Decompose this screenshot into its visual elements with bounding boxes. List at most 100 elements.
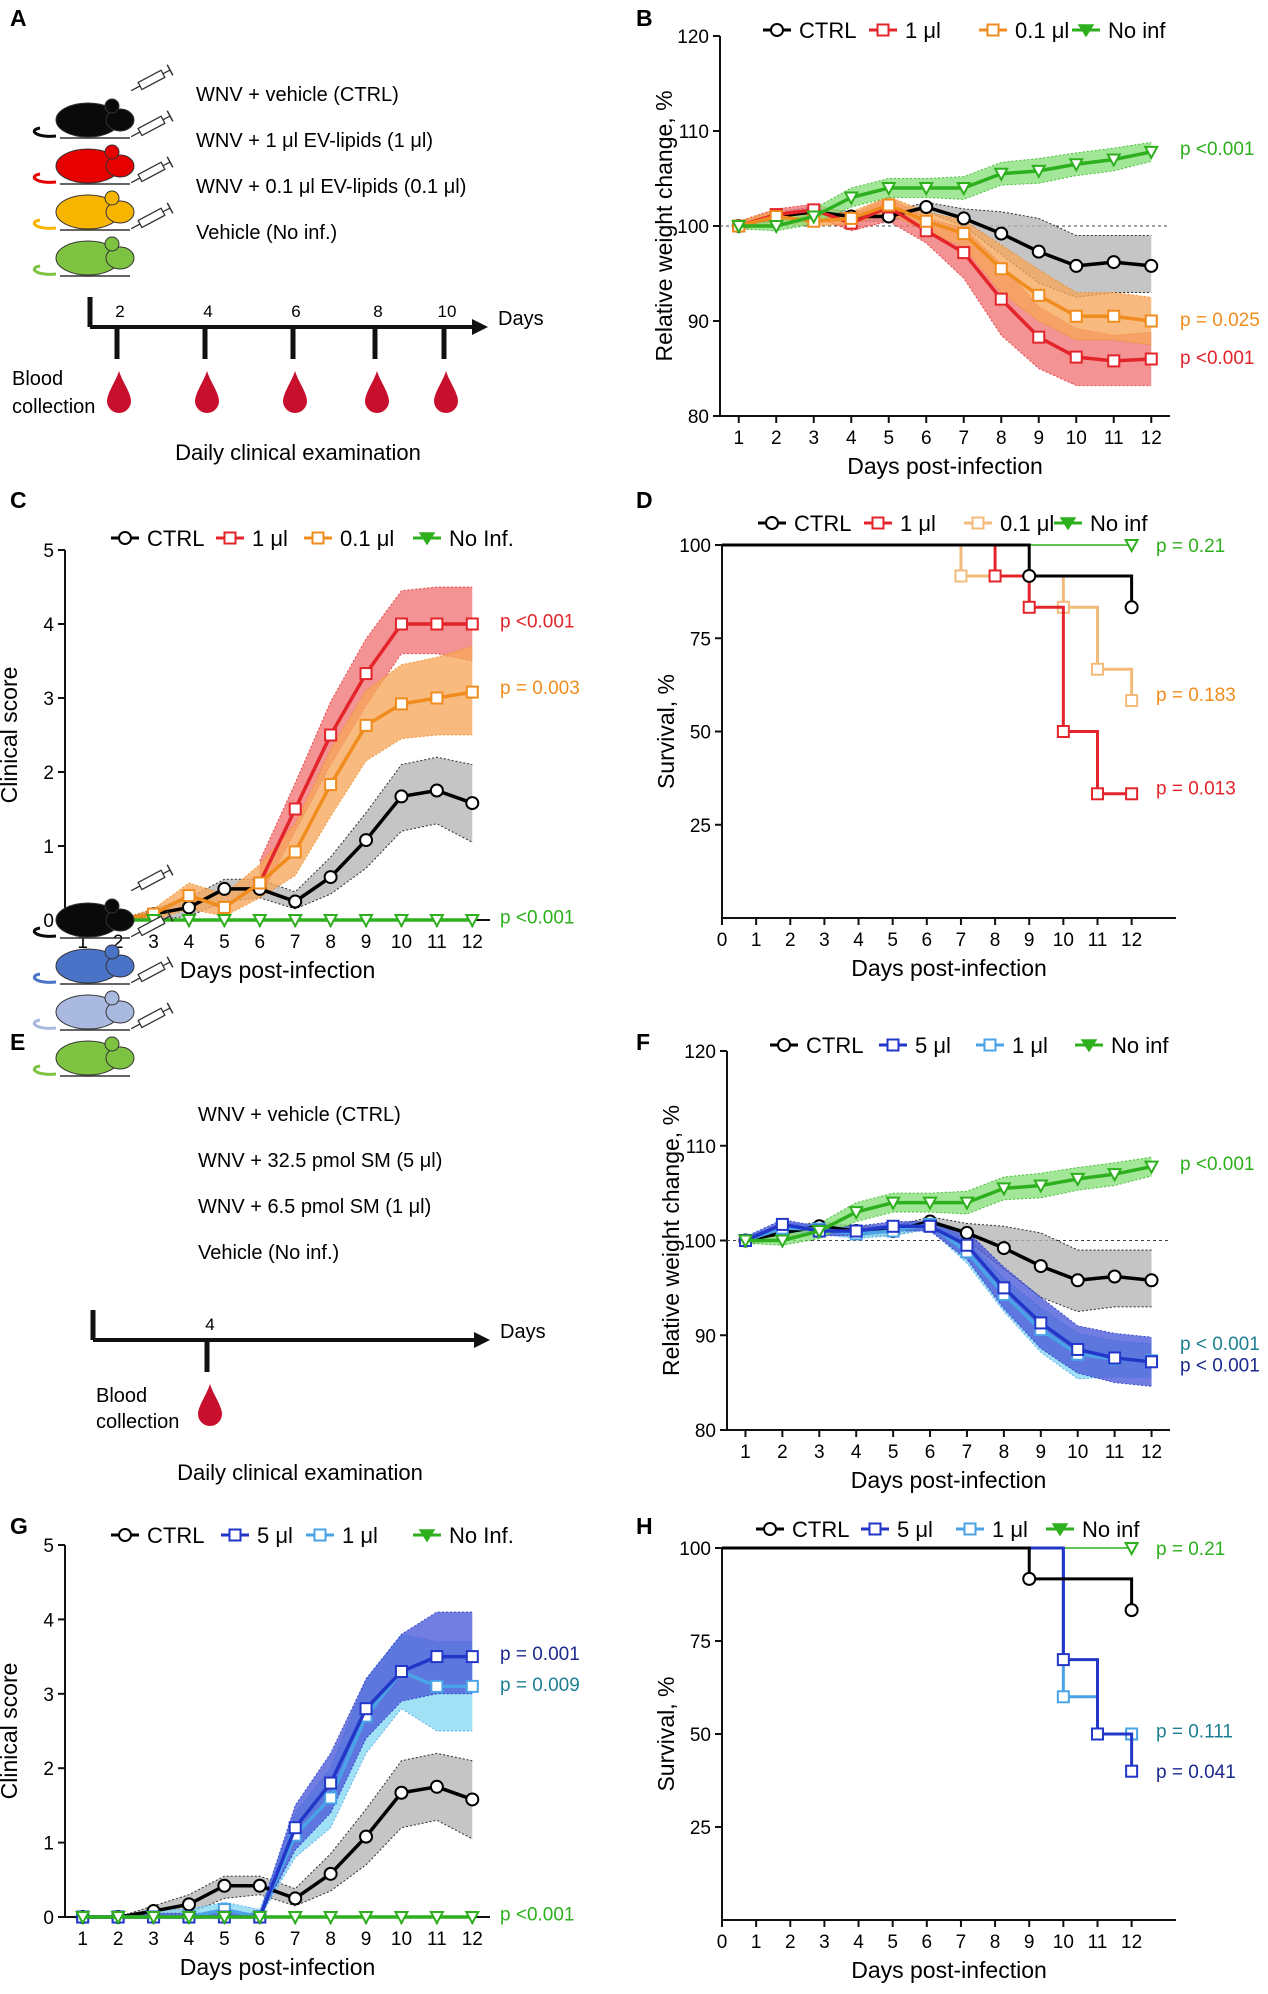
panel-label: F: [636, 1029, 650, 1055]
x-tick-label: 1: [77, 932, 88, 953]
legend-label: 0.1 μl: [1015, 18, 1069, 43]
y-tick-label: 80: [688, 407, 709, 428]
x-tick-label: 2: [113, 1929, 124, 1950]
censor-marker: [1125, 694, 1139, 708]
y-tick-label: 4: [43, 1610, 54, 1631]
data-point: [886, 1219, 900, 1233]
data-point: [359, 833, 374, 848]
x-tick-label: 10: [1053, 1932, 1074, 1953]
data-point: [288, 1891, 303, 1906]
x-tick-label: 5: [219, 932, 230, 953]
panel-label: C: [10, 487, 27, 513]
syringe-needle: [130, 931, 141, 938]
mouse-tail: [33, 972, 57, 984]
series-band-2: [745, 1219, 1152, 1387]
legend-3-marker: [418, 532, 436, 546]
censor-marker: [1056, 1690, 1070, 1704]
x-tick-label: 11: [1105, 1442, 1125, 1463]
x-tick-label: 4: [184, 932, 195, 953]
syringe-needle: [130, 85, 141, 92]
data-point: [811, 1225, 827, 1240]
censor-marker: [1090, 787, 1104, 801]
timeline-arrow: [472, 319, 488, 335]
schematic-footer: Daily clinical examination: [175, 440, 421, 465]
mouse-head: [105, 908, 135, 932]
data-point: [217, 1878, 232, 1893]
data-point: [959, 1196, 975, 1211]
data-point: [731, 220, 747, 235]
y-tick-label: 2: [43, 763, 54, 784]
x-tick-label: 3: [148, 932, 159, 953]
data-point: [181, 1911, 197, 1926]
panel-a: A WNV + vehicle (CTRL) WNV + 1 μl EV-lipid…: [10, 5, 544, 465]
mouse-tail: [33, 218, 57, 230]
syringe-plunger: [162, 961, 171, 967]
data-point: [956, 182, 972, 197]
legend-label: CTRL: [147, 1523, 204, 1548]
syringe-barrel: [137, 207, 166, 229]
censor-marker: [1022, 600, 1036, 614]
data-point: [960, 1238, 974, 1252]
legend-0-marker: [777, 1038, 791, 1052]
x-tick-label: 12: [1141, 1442, 1162, 1463]
data-point: [323, 1866, 338, 1881]
syringe-2: [130, 110, 174, 138]
legend-1-marker: [868, 1522, 882, 1536]
censor-marker: [1022, 1571, 1037, 1586]
x-tick-label: 8: [325, 932, 336, 953]
data-point: [288, 802, 302, 816]
data-point: [959, 1225, 974, 1240]
y-axis-title: Clinical score: [0, 667, 22, 804]
x-tick-label: 5: [883, 428, 894, 449]
syringe-plunger: [162, 869, 171, 875]
timeline-days-label: Days: [498, 308, 544, 330]
mouse-ear: [104, 898, 120, 914]
p-value-label: p < 0.001: [1180, 1334, 1260, 1355]
p-value-label: p <0.001: [500, 1904, 575, 1925]
data-point: [849, 1224, 863, 1238]
syringe-needle: [130, 977, 141, 984]
group-label-2: WNV + 32.5 pmol SM (5 μl): [198, 1150, 442, 1172]
legend-label: 1 μl: [900, 511, 936, 536]
data-point: [1031, 244, 1046, 259]
syringe-thumb: [166, 156, 174, 168]
data-point: [957, 227, 971, 241]
series-band-2: [738, 196, 1152, 345]
legend-label: CTRL: [147, 526, 204, 551]
data-point: [774, 1234, 791, 1249]
panel-e: E WNV + vehicle (CTRL) WNV + 32.5 pmol SM …: [10, 864, 546, 1485]
x-tick-label: 4: [853, 1932, 864, 1953]
data-point: [465, 1650, 479, 1664]
y-tick-label: 80: [695, 1421, 716, 1442]
x-tick-label: 9: [361, 1929, 372, 1950]
legend-3-marker: [1059, 517, 1077, 531]
data-point: [465, 685, 479, 699]
timeline-tick-label: 6: [291, 302, 300, 321]
series-band-lower-2: [745, 1228, 1152, 1387]
x-tick-label: 11: [427, 932, 447, 953]
x-tick-label: 4: [851, 1442, 862, 1463]
x-tick-label: 11: [1104, 428, 1124, 449]
legend-label: 5 μl: [897, 1517, 933, 1542]
syringe-plunger: [162, 69, 171, 75]
x-tick-label: 8: [990, 930, 1001, 951]
censor-marker: [1125, 1764, 1139, 1778]
x-tick-label: 8: [999, 1442, 1010, 1463]
y-tick-label: 3: [43, 1685, 54, 1706]
series-band-upper-1: [259, 586, 473, 862]
data-point: [1143, 145, 1159, 160]
syringe-needle: [130, 223, 141, 230]
censor-marker: [1124, 1603, 1139, 1618]
data-point: [75, 1911, 91, 1926]
y-tick-label: 120: [677, 27, 709, 48]
data-point: [1143, 1160, 1160, 1175]
data-point: [1144, 1273, 1159, 1288]
x-tick-label: 12: [1141, 428, 1162, 449]
y-tick-label: 5: [43, 541, 54, 562]
p-value-label: p = 0.041: [1156, 1762, 1236, 1783]
x-tick-label: 5: [887, 1932, 898, 1953]
mouse-ear: [104, 944, 120, 960]
p-value-label: p = 0.21: [1156, 536, 1225, 557]
